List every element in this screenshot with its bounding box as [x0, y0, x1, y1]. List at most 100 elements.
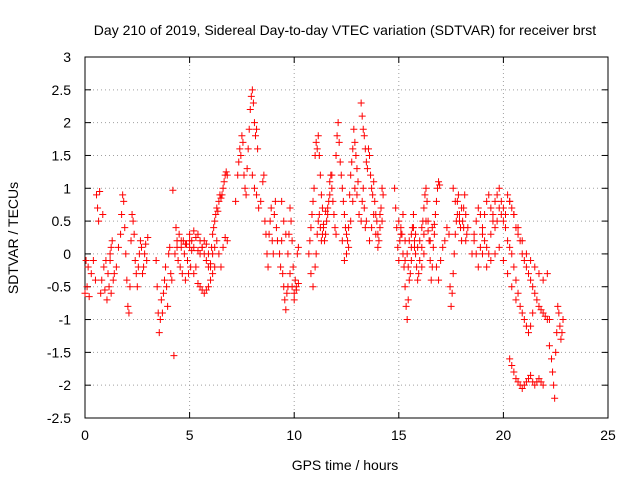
- data-point: [239, 138, 247, 146]
- data-point: [307, 224, 315, 232]
- data-point: [527, 256, 535, 264]
- data-point: [270, 211, 278, 219]
- data-point: [283, 289, 291, 297]
- data-point: [175, 230, 183, 238]
- x-tick-label: 25: [600, 427, 616, 443]
- data-point: [152, 256, 160, 264]
- data-point: [431, 211, 439, 219]
- data-point: [121, 224, 129, 232]
- y-tick-label: -1.5: [47, 344, 71, 360]
- data-point: [310, 184, 318, 192]
- data-point: [512, 276, 520, 284]
- data-point: [497, 211, 505, 219]
- data-point: [421, 191, 429, 199]
- x-tick-label: 0: [81, 427, 89, 443]
- data-point: [133, 283, 141, 291]
- data-point: [548, 355, 556, 363]
- data-point: [379, 191, 387, 199]
- data-point: [450, 250, 458, 258]
- data-point: [514, 289, 522, 297]
- data-point: [167, 270, 175, 278]
- data-points: [81, 86, 567, 402]
- data-point: [367, 171, 375, 179]
- data-point: [98, 276, 106, 284]
- data-point: [437, 256, 445, 264]
- data-point: [347, 171, 355, 179]
- data-point: [454, 191, 462, 199]
- data-point: [350, 125, 358, 133]
- data-point: [510, 263, 518, 271]
- data-point: [317, 191, 325, 199]
- data-point: [335, 138, 343, 146]
- data-point: [508, 204, 516, 212]
- data-point: [272, 224, 280, 232]
- data-point: [332, 151, 340, 159]
- y-tick-label: -0.5: [47, 279, 71, 295]
- data-point: [432, 197, 440, 205]
- data-point: [198, 243, 206, 251]
- data-point: [139, 270, 147, 278]
- data-point: [247, 92, 255, 100]
- data-point: [251, 132, 259, 140]
- data-point: [253, 191, 261, 199]
- data-point: [357, 99, 365, 107]
- data-point: [552, 348, 560, 356]
- data-point: [108, 237, 116, 245]
- data-point: [282, 306, 290, 314]
- data-point: [315, 211, 323, 219]
- data-point: [96, 188, 104, 196]
- data-point: [527, 276, 535, 284]
- data-point: [426, 256, 434, 264]
- data-point: [506, 197, 514, 205]
- data-point: [358, 112, 366, 120]
- data-point: [366, 237, 374, 245]
- data-point: [416, 237, 424, 245]
- data-point: [339, 197, 347, 205]
- data-point: [165, 250, 173, 258]
- data-point: [287, 217, 295, 225]
- data-point: [334, 119, 342, 127]
- data-point: [485, 250, 493, 258]
- data-point: [404, 296, 412, 304]
- data-point: [462, 211, 470, 219]
- data-point: [105, 283, 113, 291]
- data-point: [420, 204, 428, 212]
- data-point: [470, 230, 478, 238]
- data-point: [248, 86, 256, 94]
- data-point: [432, 263, 440, 271]
- data-point: [84, 263, 92, 271]
- data-point: [204, 283, 212, 291]
- data-point: [132, 270, 140, 278]
- data-point: [126, 283, 134, 291]
- data-point: [163, 283, 171, 291]
- data-point: [416, 256, 424, 264]
- data-point: [267, 204, 275, 212]
- data-point: [109, 276, 117, 284]
- data-point: [316, 171, 324, 179]
- data-point: [180, 250, 188, 258]
- data-point: [85, 293, 93, 301]
- data-point: [412, 230, 420, 238]
- data-point: [557, 335, 565, 343]
- data-point: [409, 224, 417, 232]
- data-point: [107, 289, 115, 297]
- data-point: [472, 217, 480, 225]
- data-point: [202, 240, 210, 248]
- data-point: [376, 211, 384, 219]
- data-point: [353, 165, 361, 173]
- data-point: [324, 204, 332, 212]
- y-tick-label: -2.5: [47, 410, 71, 426]
- data-point: [343, 250, 350, 258]
- data-point: [136, 237, 144, 245]
- data-point: [364, 145, 372, 153]
- data-point: [504, 237, 512, 245]
- data-point: [336, 158, 344, 166]
- data-point: [487, 230, 495, 238]
- data-point: [94, 204, 102, 212]
- data-point: [346, 191, 354, 199]
- data-point: [211, 243, 219, 251]
- data-point: [278, 197, 286, 205]
- data-point: [451, 197, 459, 205]
- data-point: [253, 125, 261, 133]
- data-point: [545, 342, 553, 350]
